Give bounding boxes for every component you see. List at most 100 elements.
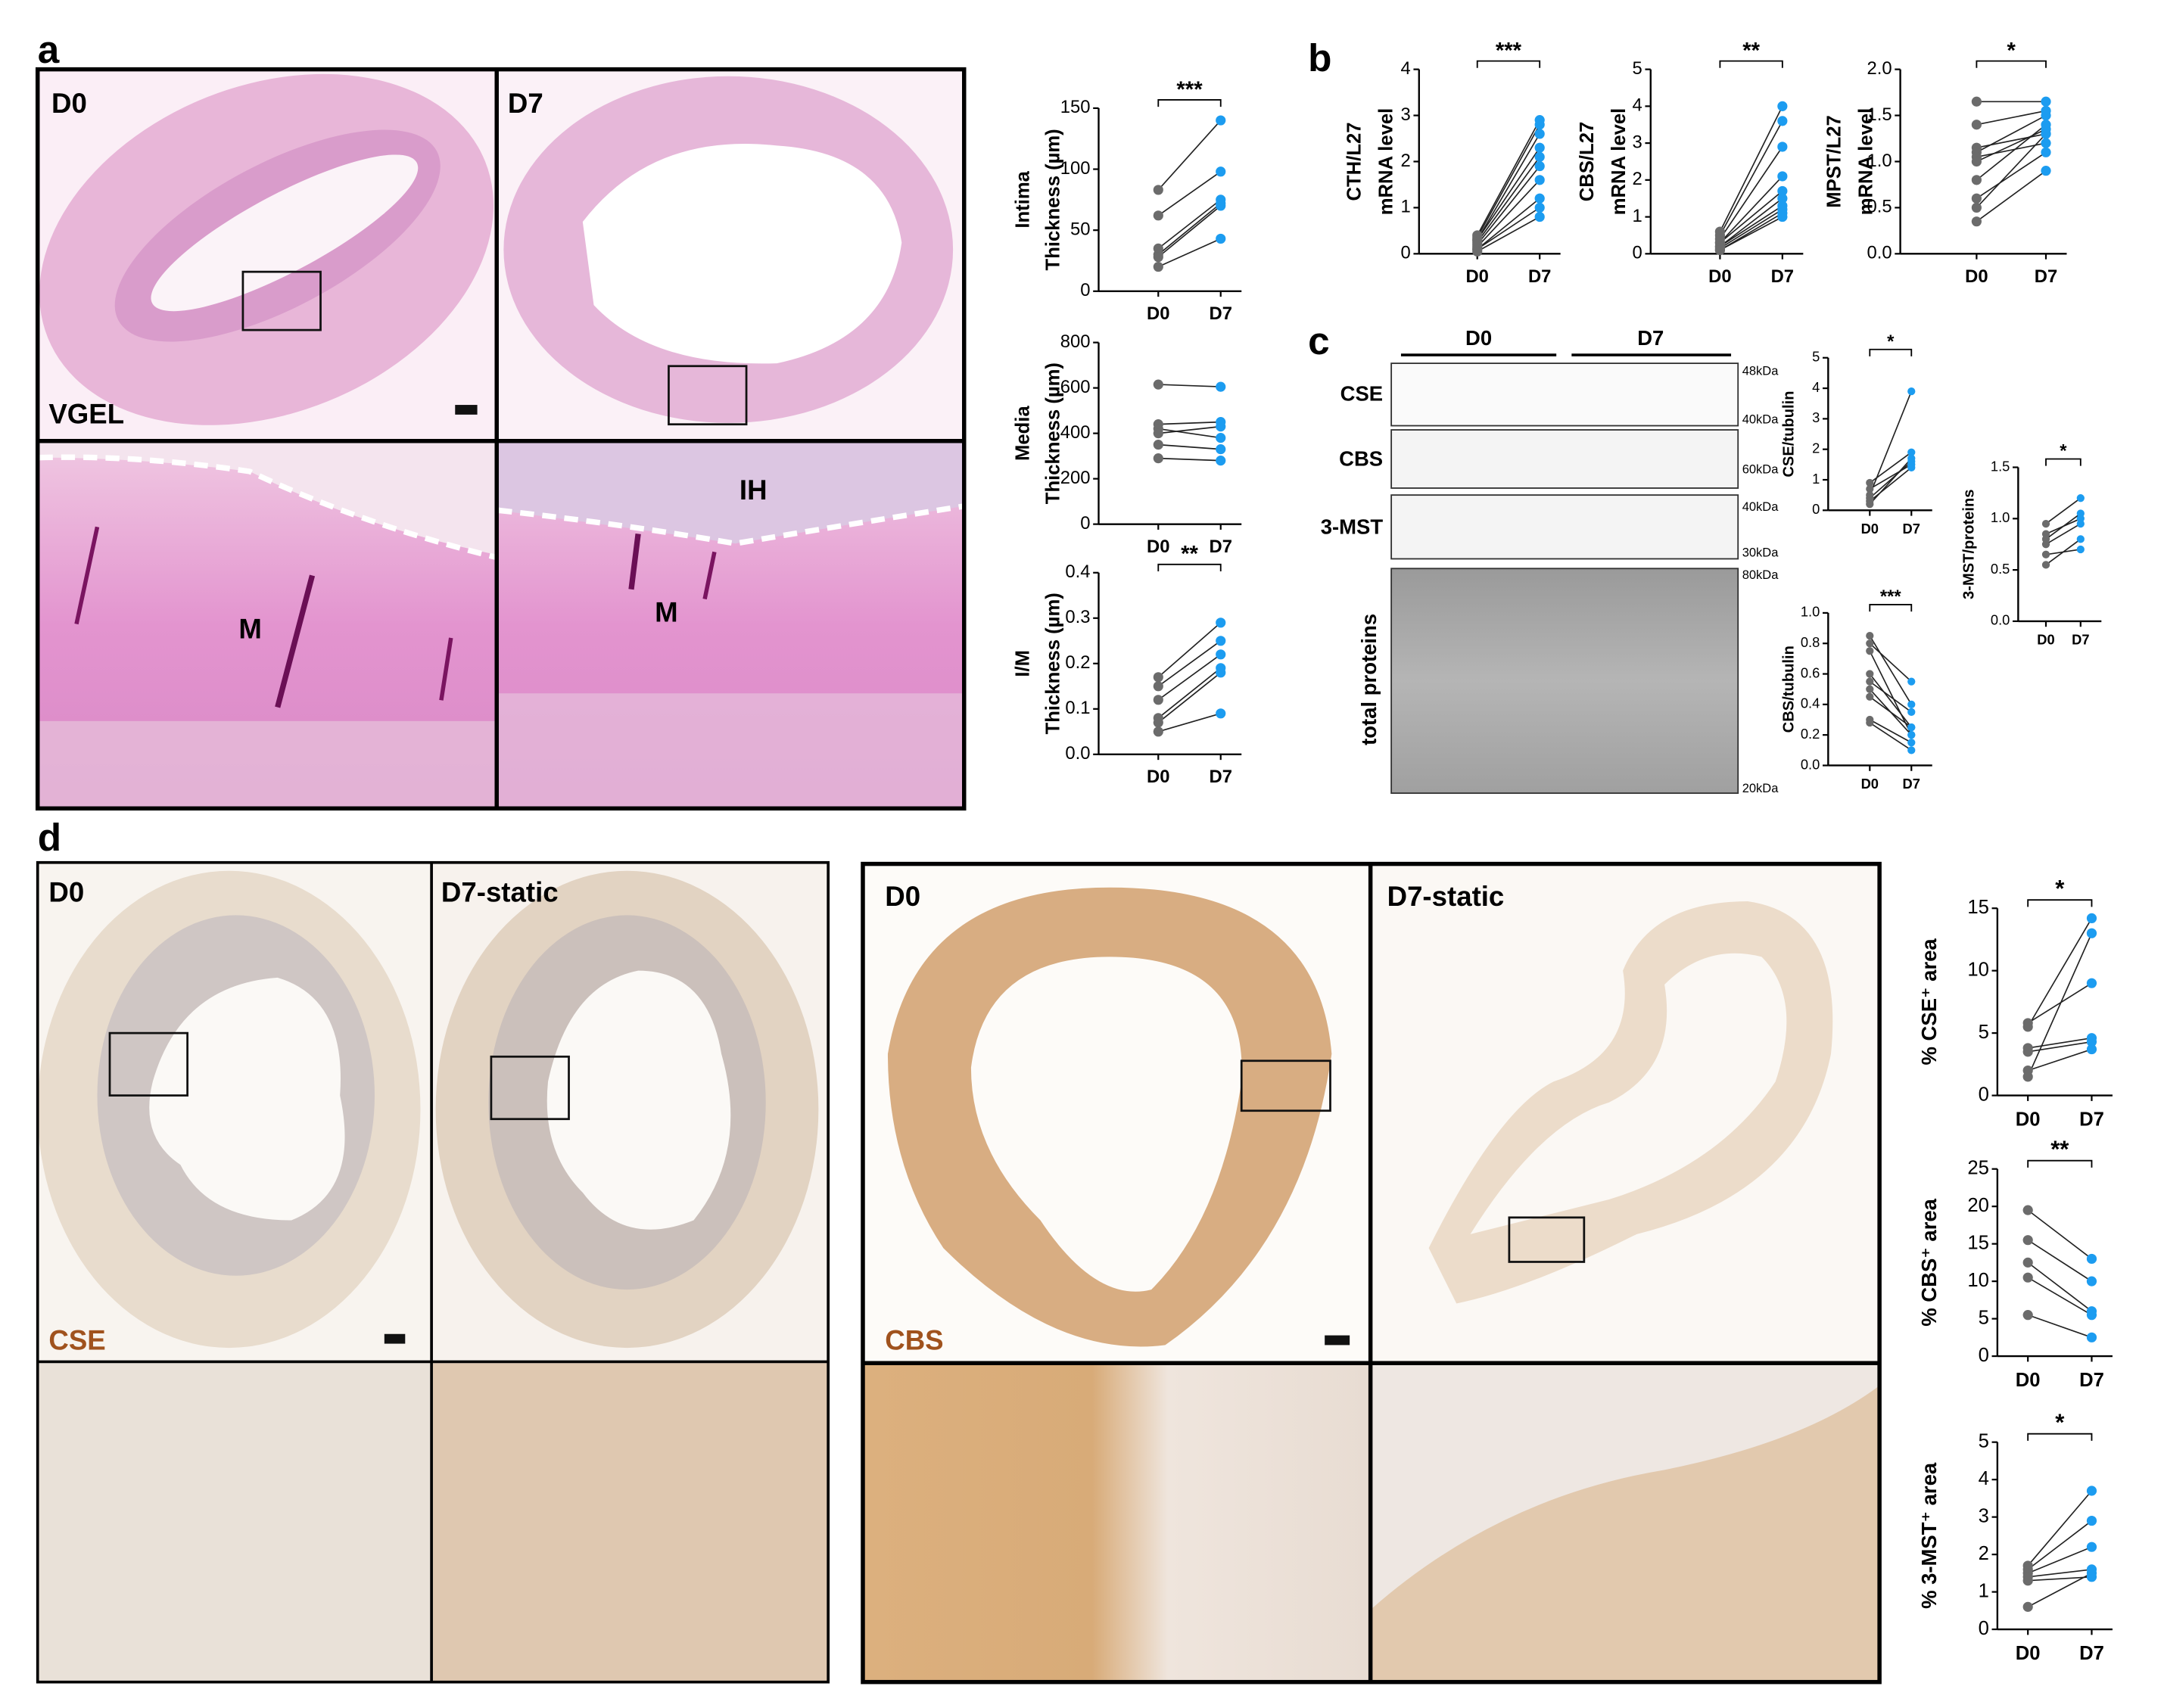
- y-tick-label: 15: [1967, 1232, 1989, 1253]
- kda-marker: 80kDa: [1742, 568, 1779, 582]
- pair-line: [2045, 523, 2081, 545]
- data-point: [1777, 116, 1788, 126]
- data-point: [2076, 494, 2085, 502]
- data-point: [1216, 444, 1226, 455]
- pair-line: [2027, 1277, 2092, 1316]
- y-tick-label: 5: [1979, 1430, 1989, 1451]
- y-tick-label: 2: [1812, 440, 1820, 456]
- data-point: [1534, 175, 1545, 185]
- image-label: D7-static: [441, 877, 559, 908]
- significance-bracket: [2027, 1159, 2093, 1168]
- y-tick-label: 1.0: [1801, 604, 1820, 620]
- data-point: [1216, 456, 1226, 466]
- pair-line: [2027, 1240, 2092, 1282]
- histology-vgel: [35, 67, 967, 811]
- data-point: [1153, 252, 1163, 263]
- data-point: [2086, 1486, 2097, 1496]
- y-tick-label: 3: [1979, 1505, 1989, 1526]
- x-tick-label: D0: [1861, 776, 1879, 792]
- y-axis-label: Intima: [1012, 170, 1033, 228]
- pair-line: [2028, 1041, 2092, 1053]
- pair-line: [1157, 203, 1222, 256]
- data-point: [1153, 717, 1163, 728]
- y-tick-label: 0.6: [1801, 664, 1820, 680]
- x-tick-label: D0: [2016, 1109, 2041, 1130]
- data-point: [1153, 428, 1163, 439]
- y-tick-label: 0.3: [1065, 607, 1090, 627]
- pair-line: [1158, 457, 1221, 462]
- data-point: [1714, 244, 1725, 256]
- y-axis-label: CBS/L27: [1577, 122, 1598, 201]
- data-point: [1907, 677, 1916, 686]
- y-tick-label: 5: [1633, 58, 1642, 79]
- data-point: [1866, 718, 1874, 727]
- data-point: [1777, 171, 1788, 182]
- data-point: [1216, 649, 1226, 660]
- y-tick-label: 0.0: [1867, 243, 1892, 263]
- x-tick-label: D7: [2079, 1643, 2104, 1664]
- data-point: [1907, 387, 1916, 396]
- data-point: [1907, 746, 1916, 754]
- significance-label: *: [2060, 441, 2067, 462]
- data-point: [1472, 246, 1483, 257]
- pair-line: [1157, 171, 1222, 216]
- x-tick-label: D7: [1528, 266, 1551, 287]
- y-tick-label: 0.8: [1801, 634, 1820, 650]
- significance-label: **: [2050, 1136, 2069, 1162]
- pair-line: [1976, 151, 2047, 199]
- pair-line: [2027, 1546, 2092, 1574]
- data-point: [1907, 454, 1916, 462]
- pair-line: [2028, 1037, 2092, 1049]
- pair-line: [1157, 205, 1222, 258]
- y-tick-label: 1.5: [1991, 458, 2010, 474]
- data-point: [2041, 519, 2050, 528]
- data-point: [1907, 708, 1916, 717]
- y-tick-label: 200: [1060, 468, 1091, 488]
- y-tick-label: 5: [1979, 1022, 1989, 1043]
- y-tick-label: 4: [1979, 1468, 1989, 1489]
- pair-line: [1719, 209, 1783, 249]
- y-tick-label: 20: [1967, 1195, 1989, 1216]
- pair-line: [1869, 650, 1913, 736]
- y-axis-label: 3-MST/proteins: [1961, 489, 1978, 599]
- y-tick-label: 0.5: [1867, 197, 1892, 217]
- data-point: [2041, 166, 2051, 176]
- data-point: [1866, 478, 1874, 487]
- y-tick-label: 5: [1979, 1307, 1989, 1328]
- pair-line: [1869, 390, 1913, 496]
- y-axis-label: % CBS⁺ area: [1917, 1198, 1941, 1326]
- image-label: M: [238, 613, 262, 644]
- y-tick-label: 100: [1060, 158, 1091, 179]
- data-point: [2041, 129, 2051, 139]
- kda-marker: 40kDa: [1742, 413, 1779, 427]
- data-point: [1216, 201, 1226, 211]
- data-point: [1971, 96, 1982, 107]
- data-point: [1216, 618, 1226, 628]
- data-point: [2041, 138, 2051, 148]
- image-label: IH: [739, 474, 768, 506]
- y-tick-label: 0.0: [1991, 612, 2010, 628]
- image-label: D7: [508, 88, 543, 119]
- data-point: [2022, 1272, 2033, 1283]
- pair-line: [1869, 464, 1912, 490]
- data-point: [1866, 632, 1874, 640]
- x-tick-label: D7: [1210, 767, 1232, 787]
- data-point: [1153, 440, 1163, 450]
- y-tick-label: 3: [1633, 132, 1642, 152]
- pair-line: [2027, 1314, 2092, 1339]
- data-point: [1866, 692, 1874, 701]
- y-tick-label: 0: [1979, 1084, 1989, 1105]
- data-point: [2022, 1257, 2033, 1268]
- data-point: [1777, 142, 1788, 152]
- data-point: [2022, 1047, 2033, 1057]
- y-tick-label: 1.5: [1867, 104, 1892, 125]
- data-point: [2086, 978, 2097, 988]
- y-tick-label: 0.0: [1801, 756, 1820, 772]
- data-point: [2086, 1568, 2097, 1579]
- y-tick-label: 15: [1967, 897, 1989, 918]
- significance-bracket: [1976, 60, 2047, 68]
- data-point: [1866, 685, 1874, 693]
- data-point: [1534, 193, 1545, 204]
